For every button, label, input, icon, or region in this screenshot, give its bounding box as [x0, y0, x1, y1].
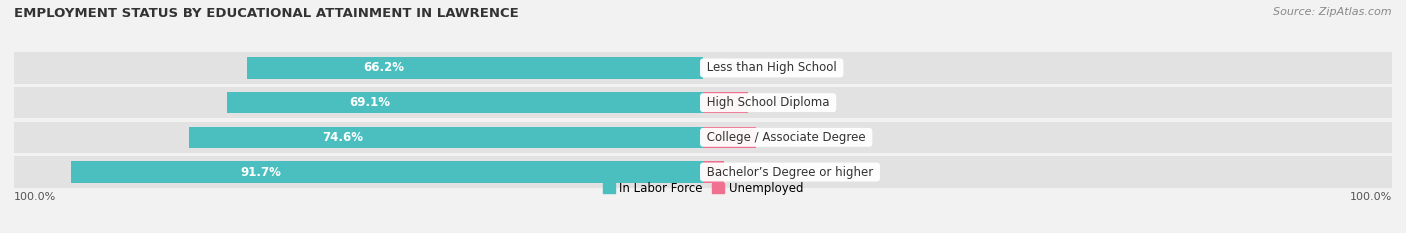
Text: 66.2%: 66.2% [363, 62, 405, 75]
Legend: In Labor Force, Unemployed: In Labor Force, Unemployed [603, 182, 803, 195]
Text: 7.7%: 7.7% [770, 131, 800, 144]
Text: EMPLOYMENT STATUS BY EDUCATIONAL ATTAINMENT IN LAWRENCE: EMPLOYMENT STATUS BY EDUCATIONAL ATTAINM… [14, 7, 519, 20]
Bar [226, 92, 703, 113]
Text: 100.0%: 100.0% [14, 192, 56, 202]
Text: 91.7%: 91.7% [240, 165, 281, 178]
Text: 3.0%: 3.0% [738, 165, 768, 178]
Bar [14, 87, 1392, 118]
Text: 6.6%: 6.6% [762, 96, 792, 109]
Text: Less than High School: Less than High School [703, 62, 841, 75]
Bar [703, 161, 724, 183]
Bar [14, 52, 1392, 84]
Bar [14, 156, 1392, 188]
Text: 0.0%: 0.0% [717, 62, 747, 75]
Bar [188, 127, 703, 148]
Bar [703, 127, 756, 148]
Bar [247, 57, 703, 79]
Bar [72, 161, 703, 183]
Text: Bachelor’s Degree or higher: Bachelor’s Degree or higher [703, 165, 877, 178]
Bar [703, 92, 748, 113]
Text: Source: ZipAtlas.com: Source: ZipAtlas.com [1274, 7, 1392, 17]
Bar [14, 122, 1392, 153]
Text: 69.1%: 69.1% [349, 96, 391, 109]
Text: College / Associate Degree: College / Associate Degree [703, 131, 869, 144]
Text: 74.6%: 74.6% [323, 131, 364, 144]
Text: 100.0%: 100.0% [1350, 192, 1392, 202]
Text: High School Diploma: High School Diploma [703, 96, 834, 109]
